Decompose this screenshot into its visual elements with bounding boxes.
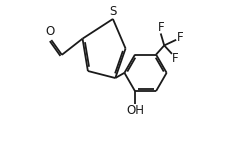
- Text: O: O: [45, 25, 54, 38]
- Text: F: F: [157, 21, 163, 34]
- Text: F: F: [171, 52, 177, 65]
- Text: OH: OH: [125, 104, 143, 117]
- Text: F: F: [176, 31, 183, 44]
- Text: S: S: [109, 5, 116, 18]
